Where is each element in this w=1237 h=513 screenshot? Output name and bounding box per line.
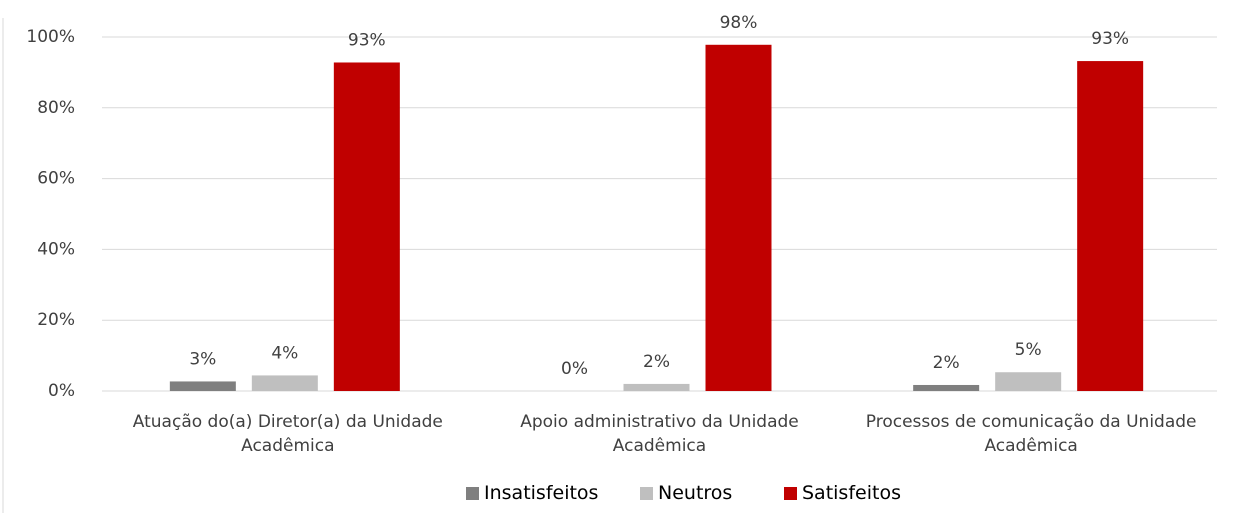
- data-label: 2%: [643, 352, 670, 372]
- legend-swatch: [640, 486, 653, 500]
- data-label: 98%: [720, 13, 758, 33]
- data-label: 93%: [348, 30, 386, 50]
- data-label: 93%: [1091, 29, 1129, 49]
- legend-swatch: [784, 486, 797, 500]
- x-tick-label: Apoio administrativo da Unidade Acadêmic…: [520, 412, 799, 456]
- y-tick-label: 60%: [37, 169, 75, 189]
- data-label: 2%: [933, 353, 960, 373]
- data-label: 3%: [189, 349, 216, 369]
- bar: [705, 44, 772, 392]
- x-tick-label: Atuação do(a) Diretor(a) da Unidade Acad…: [132, 412, 443, 456]
- legend-label: Neutros: [658, 482, 733, 504]
- y-tick-label: 100%: [26, 27, 75, 47]
- data-label: 4%: [271, 343, 298, 363]
- bar: [1077, 61, 1144, 392]
- data-label: 5%: [1015, 340, 1042, 360]
- y-tick-label: 80%: [37, 98, 75, 118]
- bar: [995, 372, 1062, 391]
- bar: [913, 384, 980, 391]
- legend-item: Insatisfeitos: [466, 482, 598, 504]
- bar: [623, 383, 690, 391]
- legend-swatch: [466, 486, 479, 500]
- bar: [333, 62, 400, 391]
- data-label: 0%: [561, 359, 588, 379]
- y-tick-label: 0%: [48, 381, 75, 401]
- legend-item: Satisfeitos: [784, 482, 901, 504]
- y-tick-label: 40%: [37, 239, 75, 259]
- bar: [251, 375, 318, 391]
- legend-label: Insatisfeitos: [484, 482, 599, 504]
- y-tick-label: 20%: [37, 310, 75, 330]
- x-tick-label: Processos de comunicação da Unidade Acad…: [865, 412, 1197, 456]
- legend-label: Satisfeitos: [802, 482, 901, 504]
- bar: [169, 381, 236, 391]
- legend-item: Neutros: [640, 482, 732, 504]
